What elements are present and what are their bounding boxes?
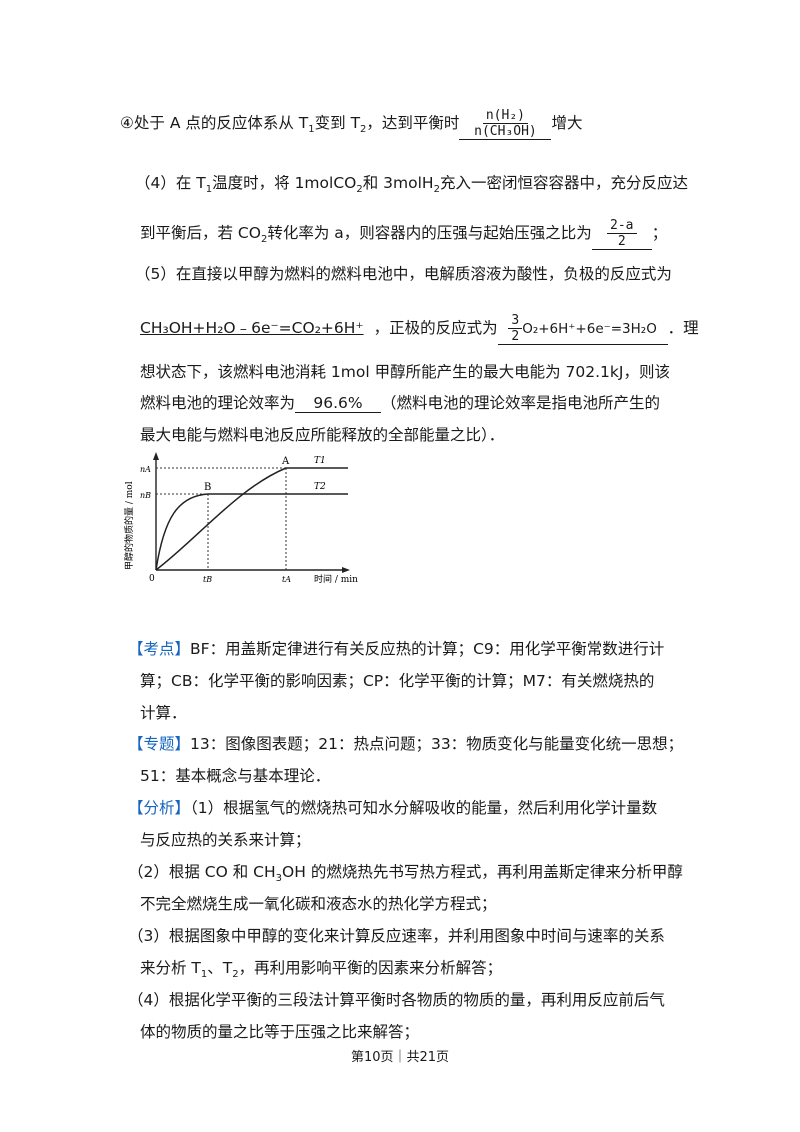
kaodian-tag: 【考点】 bbox=[128, 640, 191, 658]
p5-line1: （5）在直接以甲醇为燃料的燃料电池中，电解质溶液为酸性，负极的反应式为 bbox=[135, 265, 672, 283]
x-axis-arrow bbox=[342, 567, 350, 573]
p5-line2: CH₃OH+H₂O﹣6e⁻=CO₂+6H⁺ ，正极的反应式为 3 2 O₂+6H⁺+6e… bbox=[140, 313, 699, 345]
p5-line4: 燃料电池的理论效率为 96.6% （燃料电池的理论效率是指电池所产生的 bbox=[140, 394, 661, 413]
answer-blank: 2-a 2 bbox=[591, 218, 652, 250]
series-t2-label: T2 bbox=[314, 482, 326, 492]
zhuanti-line1: 【专题】13：图像图表题；21：热点问题；33：物质变化与能量变化统一思想； bbox=[128, 735, 684, 753]
point-a-label: A bbox=[281, 456, 290, 467]
fenxi-line2: 与反应热的关系来计算； bbox=[140, 831, 311, 849]
p5-line3: 想状态下，该燃料电池消耗 1mol 甲醇所能产生的最大电能为 702.1kJ，则… bbox=[140, 363, 670, 381]
kaodian-line1: 【考点】BF：用盖斯定律进行有关反应热的计算；C9：用化学平衡常数进行计 bbox=[128, 640, 665, 658]
methanol-chart: A B T1 T2 nA nB 0 tB tA 时间 / min 甲醇的物质的量… bbox=[123, 452, 358, 585]
answer-blank: n(H₂) n(CH₃OH) bbox=[459, 108, 552, 140]
kaodian-line3: 计算． bbox=[140, 704, 187, 722]
ratio-fraction: n(H₂) n(CH₃OH) bbox=[474, 108, 537, 139]
p4-line1: （4）在 T1温度时，将 1molCO2和 3molH2充入一密闭恒容容器中，充… bbox=[135, 174, 688, 196]
answer-blank: 3 2 O₂+6H⁺+6e⁻=3H₂O bbox=[497, 313, 668, 345]
q4-line: ④处于 A 点的反应体系从 T1变到 T2，达到平衡时 n(H₂) n(CH₃OH)… bbox=[120, 108, 583, 140]
y-tick-nb: nB bbox=[140, 491, 151, 500]
y-axis-arrow bbox=[153, 452, 159, 460]
pressure-fraction: 2-a 2 bbox=[607, 218, 637, 249]
fenxi-line6: 来分析 T1、T2，再利用影响平衡的因素来分析解答； bbox=[140, 959, 503, 981]
fenxi-line3: （2）根据 CO 和 CH3OH 的燃烧热先书写热方程式，再利用盖斯定律来分析甲… bbox=[128, 863, 683, 885]
circled-number: ④ bbox=[120, 114, 134, 132]
zhuanti-line2: 51：基本概念与基本理论． bbox=[140, 767, 331, 785]
efficiency-answer: 96.6% bbox=[295, 394, 382, 413]
fenxi-line5: （3）根据图象中甲醇的变化来计算反应速率，并利用图象中时间与速率的关系 bbox=[128, 927, 665, 945]
fenxi-line4: 不完全燃烧生成一氧化碳和液态水的热化学方程式； bbox=[140, 895, 497, 913]
fenxi-line8: 体的物质的量之比等于压强之比来解答； bbox=[140, 1023, 420, 1041]
y-tick-na: nA bbox=[140, 465, 151, 474]
x-tick-tb: tB bbox=[203, 575, 212, 584]
fenxi-line7: （4）根据化学平衡的三段法计算平衡时各物质的物质的量，再利用反应前后气 bbox=[128, 991, 665, 1009]
x-tick-ta: tA bbox=[282, 575, 291, 584]
y-axis-label: 甲醇的物质的量 / mol bbox=[123, 481, 135, 570]
fenxi-tag: 【分析】 bbox=[128, 799, 191, 817]
point-b-label: B bbox=[204, 482, 211, 493]
negative-electrode-equation: CH₃OH+H₂O﹣6e⁻=CO₂+6H⁺ bbox=[140, 319, 364, 337]
p5-line5: 最大电能与燃料电池反应所能释放的全部能量之比）． bbox=[140, 426, 505, 444]
x-axis-label: 时间 / min bbox=[314, 573, 358, 585]
series-t1-label: T1 bbox=[314, 456, 326, 466]
p4-line2: 到平衡后，若 CO2转化率为 a，则容器内的压强与起始压强之比为 2-a 2； bbox=[140, 218, 668, 250]
origin-label: 0 bbox=[149, 574, 155, 584]
page-footer: 第10页｜共21页 bbox=[350, 1050, 450, 1065]
kaodian-line2: 算；CB：化学平衡的影响因素；CP：化学平衡的计算；M7：有关燃烧热的 bbox=[140, 672, 655, 690]
series-t1-line bbox=[155, 467, 348, 571]
series-t2-line bbox=[155, 493, 348, 571]
zhuanti-tag: 【专题】 bbox=[128, 735, 191, 753]
fenxi-line1: 【分析】（1）根据氢气的燃烧热可知水分解吸收的能量，然后利用化学计量数 bbox=[128, 799, 658, 817]
